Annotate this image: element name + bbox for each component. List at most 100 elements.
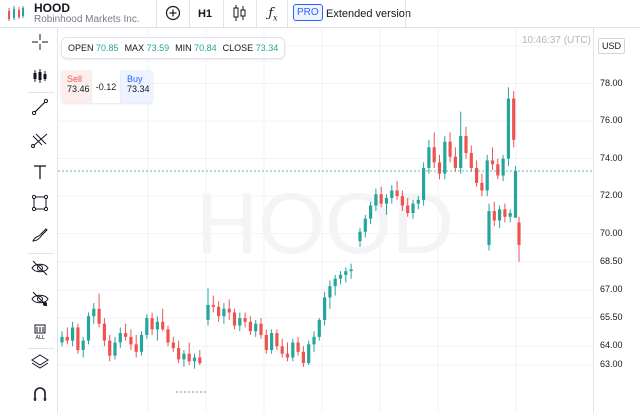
candle-body: [363, 218, 367, 232]
open-label: OPEN: [68, 43, 94, 53]
rectangle-tool[interactable]: [27, 191, 53, 217]
extended-version-link[interactable]: Extended version: [326, 8, 411, 20]
candle-body: [81, 340, 85, 350]
sell-label: Sell: [67, 74, 83, 84]
candle-body: [358, 231, 362, 242]
divider: [256, 0, 257, 28]
crosshair-icon: [30, 32, 50, 55]
indicators-button[interactable]: ƒx: [262, 3, 284, 25]
candle-body: [427, 147, 431, 168]
divider: [156, 0, 157, 28]
add-symbol-button[interactable]: [162, 3, 184, 25]
candle-body: [71, 327, 75, 341]
sell-button[interactable]: Sell 73.46: [61, 70, 91, 103]
candle-body: [492, 211, 496, 221]
candle-body: [171, 342, 175, 349]
indicators-icon: [30, 66, 50, 89]
candle-body: [248, 321, 252, 332]
candle-body: [307, 344, 311, 364]
top-toolbar: HOOD Robinhood Markets Inc. H1 ƒx PRO Ex…: [0, 0, 640, 28]
candle-body: [333, 278, 337, 287]
delete-all-tool[interactable]: ALL: [27, 319, 53, 345]
interval-button[interactable]: H1: [197, 8, 213, 20]
candle-body: [92, 308, 96, 317]
candle-body: [217, 306, 221, 317]
plus-circle-icon: [165, 5, 181, 24]
candle-body: [177, 348, 181, 360]
indicators-tool[interactable]: [27, 64, 53, 90]
layers-icon: [30, 352, 50, 375]
price-axis[interactable]: 80.0078.0076.0074.0072.0070.0068.5067.00…: [593, 28, 640, 413]
buy-price: 73.34: [127, 84, 150, 94]
candle-body: [406, 205, 410, 214]
min-label: MIN: [175, 43, 192, 53]
hide-drawings-tool[interactable]: [27, 256, 53, 282]
buy-button[interactable]: Buy 73.34: [121, 70, 153, 103]
candle-body: [416, 199, 420, 204]
trend-line-tool[interactable]: [27, 95, 53, 121]
company-name: Robinhood Markets Inc.: [34, 13, 140, 25]
candle-body: [443, 141, 447, 174]
candle-body: [145, 318, 149, 335]
candle-body: [182, 353, 186, 360]
candle-body: [379, 194, 383, 204]
candle-body: [448, 141, 452, 157]
candle-body: [498, 209, 502, 221]
candle-body: [503, 209, 507, 217]
symbol-watermark: HOOD: [196, 176, 454, 272]
pro-badge[interactable]: PRO: [293, 4, 323, 21]
candle-body: [432, 147, 436, 163]
candle-body: [453, 156, 457, 168]
candle-body: [344, 271, 348, 275]
candle-body: [270, 333, 274, 350]
candle-body: [312, 336, 316, 345]
text-tool[interactable]: [27, 160, 53, 186]
sell-price: 73.46: [67, 84, 90, 94]
symbol-info[interactable]: HOOD Robinhood Markets Inc.: [34, 2, 140, 25]
candle-body: [512, 98, 516, 140]
candle-body: [323, 297, 327, 320]
candle-body: [211, 304, 215, 307]
candle-body: [76, 327, 80, 350]
candle-body: [134, 344, 138, 352]
divider: [28, 92, 54, 93]
price-axis-label: 67.00: [600, 283, 623, 294]
fib-tool[interactable]: [27, 128, 53, 154]
divider: [405, 0, 406, 28]
candle-body: [187, 353, 191, 362]
hide-all-icon: [30, 289, 50, 312]
candle-body: [60, 336, 64, 343]
candle-body: [291, 342, 295, 358]
candle-body: [206, 304, 210, 320]
price-axis-label: 74.00: [600, 152, 623, 163]
candle-body: [65, 336, 69, 341]
brush-icon: [30, 225, 50, 248]
crosshair-tool[interactable]: [27, 30, 53, 56]
candle-body: [349, 269, 353, 272]
svg-text:ALL: ALL: [36, 335, 45, 341]
ohlc-legend: OPEN 70.85 MAX 73.59 MIN 70.84 CLOSE 73.…: [61, 37, 286, 59]
chart-type-button[interactable]: [229, 3, 251, 25]
min-value: 70.84: [194, 43, 217, 53]
price-axis-label: 68.50: [600, 255, 623, 266]
price-axis-label: 64.00: [600, 340, 623, 351]
magnet-tool[interactable]: [27, 382, 53, 408]
brush-tool[interactable]: [27, 223, 53, 249]
candle-body: [280, 346, 284, 354]
spread-value: -0.12: [91, 70, 121, 103]
candle-body: [317, 319, 321, 337]
hide-all-tool[interactable]: [27, 287, 53, 313]
layers-tool[interactable]: [27, 350, 53, 376]
candle-body: [139, 334, 144, 352]
candle-body: [155, 321, 159, 330]
candle-body: [475, 167, 479, 183]
currency-button[interactable]: USD: [598, 38, 626, 54]
candle-body: [192, 357, 197, 362]
close-label: CLOSE: [222, 43, 254, 53]
candle-body: [328, 286, 332, 298]
candle-body: [102, 323, 106, 341]
fib-icon: [30, 130, 50, 153]
candle-body: [113, 342, 117, 356]
server-time: 10:46:37 (UTC): [522, 35, 591, 46]
candle-body: [400, 196, 404, 206]
